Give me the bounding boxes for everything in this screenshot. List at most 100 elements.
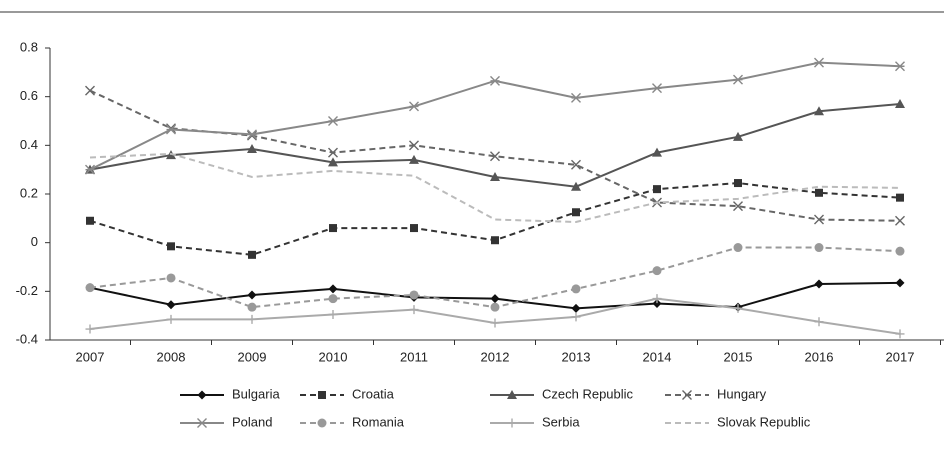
marker [491,236,499,245]
legend-label: Romania [352,414,405,429]
x-tick-label: 2013 [562,349,591,364]
marker [409,290,419,300]
legend-label: Czech Republic [542,386,634,401]
marker [247,143,257,153]
legend-label: Hungary [717,386,767,401]
marker [166,273,176,283]
marker [197,390,207,400]
marker [166,124,176,135]
x-tick-label: 2016 [805,349,834,364]
marker [409,154,419,164]
marker [895,246,905,256]
marker [197,418,207,428]
marker [490,75,500,86]
marker [318,391,326,399]
marker [328,309,338,319]
marker [571,303,581,313]
x-tick-label: 2009 [238,349,267,364]
marker [682,390,692,400]
x-tick-label: 2011 [400,349,428,364]
marker [814,243,824,253]
marker [409,305,419,315]
marker [815,188,823,197]
marker [895,329,905,339]
marker [507,418,517,428]
legend-label: Slovak Republic [717,414,811,429]
x-tick-label: 2007 [76,349,105,364]
y-tick-label: 0.4 [20,137,38,152]
x-tick-label: 2008 [157,349,186,364]
marker [733,74,743,85]
marker [571,92,581,103]
marker [490,302,500,312]
marker [895,98,905,108]
marker [507,390,517,399]
marker [490,171,500,181]
y-tick-label: 0.8 [20,39,38,54]
x-tick-label: 2012 [481,349,510,364]
legend-label: Bulgaria [232,386,280,401]
marker [85,283,95,293]
marker [896,193,904,202]
x-tick-label: 2014 [643,349,672,364]
y-tick-label: 0.2 [20,185,38,200]
legend-label: Poland [232,414,272,429]
marker [895,278,905,288]
y-tick-label: -0.4 [16,331,38,346]
y-tick-label: -0.2 [16,283,38,298]
marker [409,140,419,151]
marker [733,131,743,141]
marker [814,317,824,327]
marker [490,151,500,162]
marker [571,312,581,322]
x-tick-label: 2010 [319,349,348,364]
marker [167,242,175,251]
marker [571,159,581,170]
marker [895,215,905,226]
x-tick-label: 2015 [724,349,753,364]
marker [328,157,338,167]
marker [652,83,662,94]
marker [410,224,418,233]
marker [571,181,581,191]
marker [652,147,662,157]
marker [85,324,95,334]
marker [248,250,256,259]
marker [247,130,257,141]
series-line [89,152,901,223]
marker [328,284,338,294]
marker [734,179,742,188]
marker [247,129,257,140]
marker [166,314,176,324]
marker [328,294,338,304]
series-line [89,61,901,171]
marker [571,284,581,294]
marker [733,201,743,212]
marker [328,147,338,158]
marker [328,116,338,126]
marker [86,216,94,225]
y-tick-label: 0.6 [20,88,38,103]
marker [733,303,743,313]
legend-label: Croatia [352,386,395,401]
x-tick-label: 2017 [886,349,915,364]
marker [85,164,95,175]
marker [247,290,257,300]
marker [652,266,662,276]
marker [895,61,905,72]
marker [85,85,95,96]
legend-label: Serbia [542,414,580,429]
marker [814,214,824,225]
marker [653,185,661,194]
y-tick-label: 0 [31,234,38,249]
marker [814,57,824,68]
marker [247,314,257,324]
marker [490,318,500,328]
marker [490,294,500,304]
marker [409,101,419,112]
marker [814,106,824,116]
marker [247,302,257,312]
marker [329,224,337,233]
marker [652,299,662,308]
marker [166,300,176,310]
